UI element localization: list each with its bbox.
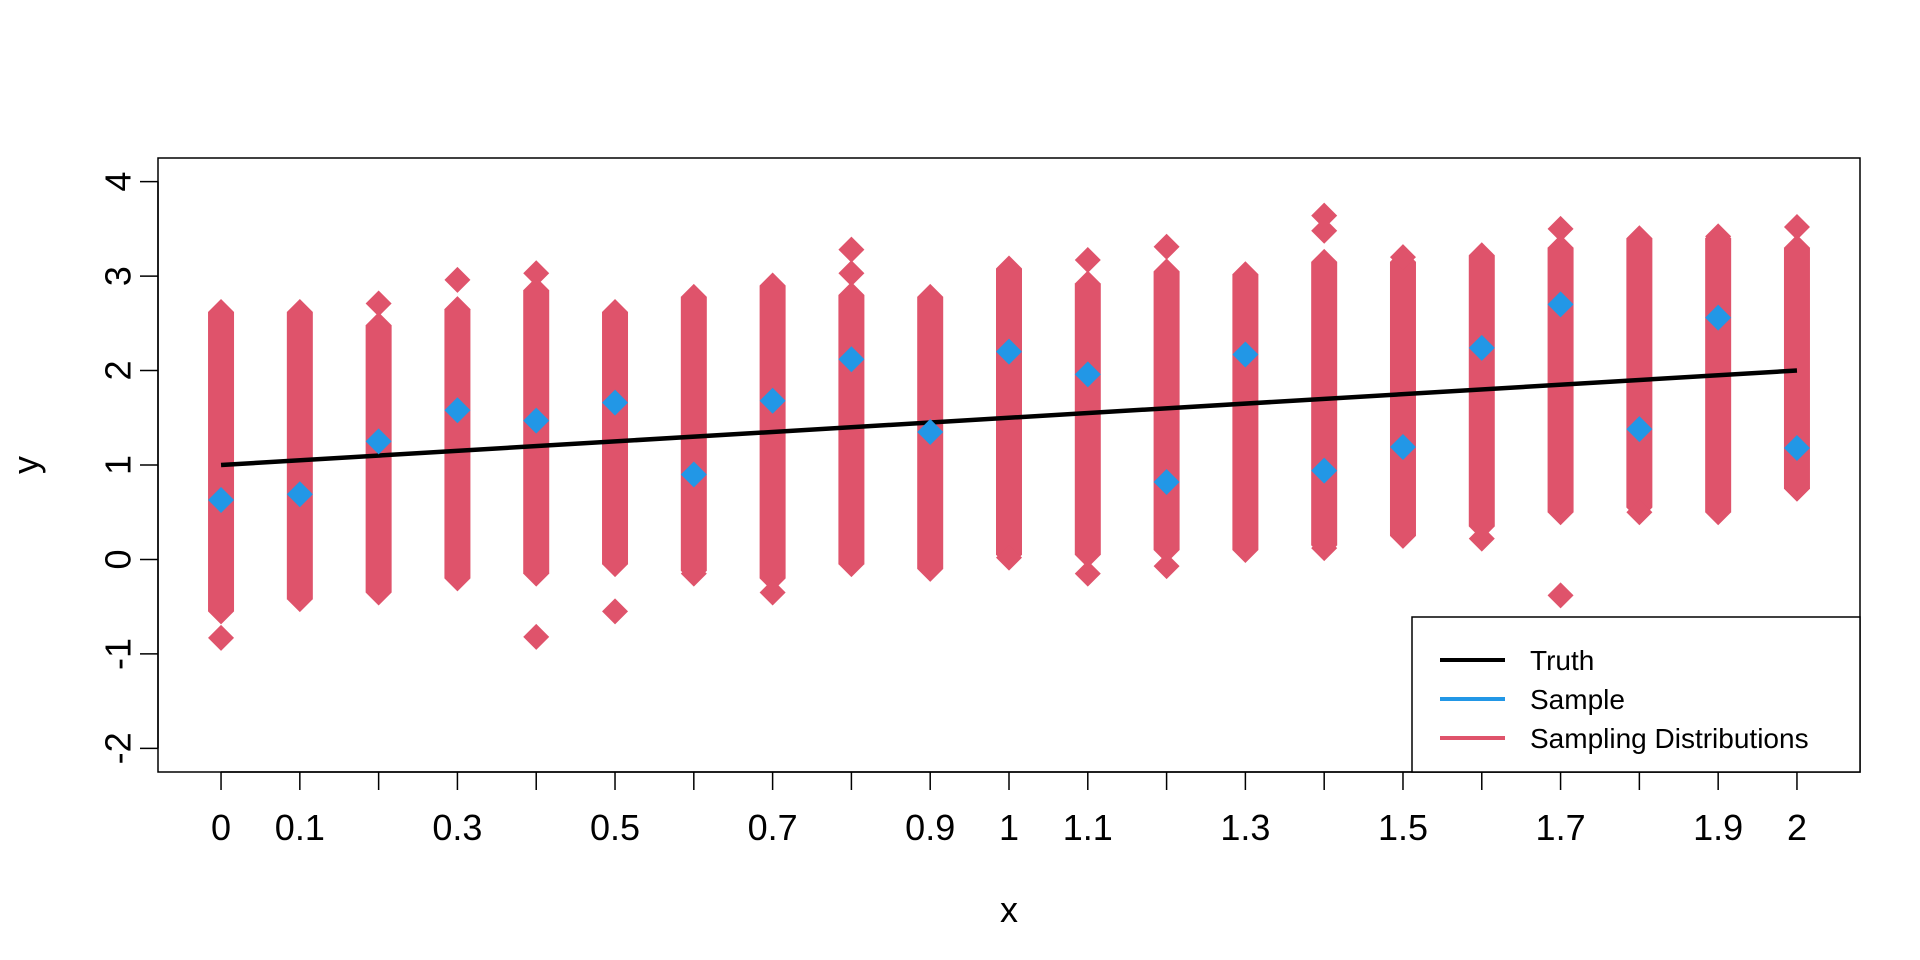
- sampling-distribution-outlier-point: [1153, 520, 1180, 547]
- sampling-distribution-outlier-point: [1074, 560, 1101, 587]
- sampling-distribution-outlier-point: [996, 544, 1022, 571]
- y-tick-label: 2: [98, 361, 139, 381]
- y-tick-label: -2: [98, 732, 139, 764]
- sampling-distribution-column: [208, 298, 235, 625]
- x-tick-label: 2: [1787, 807, 1807, 848]
- sampling-distribution-outlier-point: [1311, 535, 1338, 562]
- sampling-distribution-outlier-point: [444, 266, 471, 293]
- sampling-distribution-outlier-point: [838, 236, 865, 263]
- sample-point: [208, 486, 235, 513]
- sampling-distribution-column: [1389, 248, 1416, 549]
- y-axis: -2 -1 0 1 2 3 4: [98, 172, 159, 764]
- sample-point: [365, 428, 392, 455]
- y-tick-label: -1: [98, 638, 139, 670]
- sampling-distribution-column: [286, 298, 313, 613]
- legend-box: [1411, 616, 1861, 773]
- sampling-distribution-column: [1547, 234, 1574, 526]
- sampling-distribution-column: [1626, 225, 1653, 521]
- sample-point: [759, 387, 786, 414]
- sample-point: [602, 389, 629, 416]
- sampling-distribution-outlier-point: [1626, 499, 1653, 526]
- sampling-distribution-outlier-point: [1153, 233, 1180, 260]
- x-axis: 0 0.1 0.3 0.5 0.7 0.9 1 1.1 1.3 1.5 1.7 1.9 2: [211, 771, 1807, 848]
- sampling-distribution-column: [602, 298, 629, 578]
- x-tick-label: 0: [211, 807, 231, 848]
- sample-point: [523, 407, 550, 434]
- sample-point: [1468, 334, 1495, 361]
- sample-point: [286, 481, 313, 508]
- sampling-distribution-outlier-point: [1389, 244, 1416, 271]
- sampling-distribution-column: [444, 296, 471, 592]
- y-tick-label: 1: [98, 455, 139, 475]
- sample-point: [1074, 361, 1101, 388]
- sampling-distribution-outlier-point: [1153, 553, 1180, 580]
- x-tick-label: 0.9: [905, 807, 955, 848]
- sampling-distribution-outlier-point: [523, 260, 550, 287]
- x-tick-label: 0.1: [275, 807, 325, 848]
- sample-point: [680, 461, 707, 488]
- x-tick-label: 0.3: [432, 807, 482, 848]
- sampling-distribution-outlier-point: [1074, 247, 1101, 274]
- legend-label-sample: Sample: [1530, 684, 1625, 715]
- sampling-distribution-column: [680, 283, 707, 584]
- sampling-distribution-outlier-point: [1547, 215, 1574, 242]
- sampling-distribution-column: [1232, 261, 1259, 564]
- x-tick-label: 1.7: [1536, 807, 1586, 848]
- sample-point: [1153, 469, 1180, 496]
- sampling-distribution-outlier-point: [1783, 213, 1810, 240]
- sampling-distribution-column: [996, 255, 1022, 568]
- x-tick-label: 0.5: [590, 807, 640, 848]
- x-tick-label: 0.7: [748, 807, 798, 848]
- x-tick-label: 1.5: [1378, 807, 1428, 848]
- sample-point: [1626, 416, 1653, 443]
- sample-point: [1783, 434, 1810, 461]
- x-tick-label: 1.1: [1063, 807, 1113, 848]
- sampling-distribution-outlier-point: [838, 260, 865, 287]
- truth-line-layer: [220, 368, 1798, 468]
- sampling-distribution-outlier-point: [680, 560, 707, 587]
- y-tick-label: 3: [98, 266, 139, 286]
- sample-point: [1232, 341, 1259, 368]
- sampling-distribution-column: [1311, 248, 1338, 559]
- sampling-distribution-outlier-point: [523, 623, 550, 650]
- sample-points-layer: [208, 291, 1810, 513]
- sampling-distribution-outlier-point: [1783, 475, 1810, 502]
- y-tick-label: 4: [98, 172, 139, 192]
- legend-label-sampling-distributions: Sampling Distributions: [1530, 723, 1809, 754]
- sampling-distribution-outlier-point: [1547, 582, 1574, 609]
- legend-label-truth: Truth: [1530, 645, 1594, 676]
- x-tick-label: 1.9: [1693, 807, 1743, 848]
- sampling-distribution-column: [365, 312, 392, 606]
- sampling-distribution-outlier-point: [602, 598, 629, 625]
- sample-point: [838, 346, 865, 373]
- x-tick-label: 1: [999, 807, 1019, 848]
- sample-point: [917, 418, 944, 445]
- sampling-distribution-column: [1074, 270, 1101, 568]
- sampling-distribution-outlier-point: [759, 579, 786, 606]
- x-tick-label: 1.3: [1220, 807, 1270, 848]
- x-axis-title: x: [1000, 889, 1018, 930]
- sampling-distribution-outlier-point: [1705, 223, 1732, 250]
- sampling-distribution-outlier-point: [1468, 525, 1495, 552]
- y-axis-title: y: [5, 456, 46, 474]
- y-tick-label: 0: [98, 549, 139, 569]
- sample-point: [444, 397, 471, 424]
- sample-point: [1705, 304, 1732, 331]
- sampling-distribution-outlier-point: [208, 624, 235, 651]
- sampling-distribution-outlier-point: [1311, 202, 1338, 229]
- sample-point: [996, 338, 1022, 365]
- sample-point: [1389, 434, 1416, 461]
- sampling-distribution-outlier-point: [365, 290, 392, 317]
- sampling-distribution-column: [1783, 234, 1810, 502]
- legend: Truth Sample Sampling Distributions: [1411, 616, 1861, 773]
- sample-point: [1311, 457, 1338, 484]
- truth-line: [220, 368, 1798, 468]
- sampling-distribution-outlier-point: [1311, 217, 1338, 244]
- sample-point: [1547, 291, 1574, 318]
